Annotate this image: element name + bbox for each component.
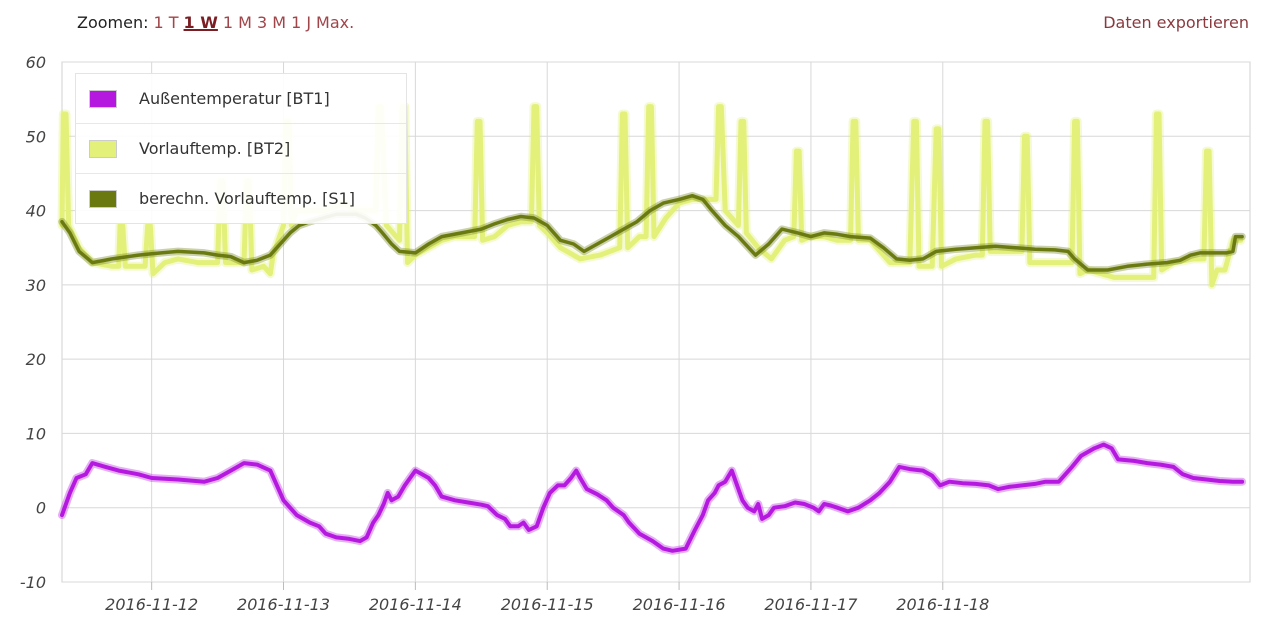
- x-tick-label: 2016-11-18: [896, 595, 989, 614]
- zoom-1-year-button[interactable]: 1 J: [291, 13, 312, 32]
- y-tick-label: 0: [36, 499, 46, 518]
- y-tick-label: 60: [26, 53, 46, 72]
- legend-swatch: [89, 89, 117, 108]
- legend-item-outdoor-temp[interactable]: Außentemperatur [BT1]: [76, 74, 406, 124]
- y-tick-label: 20: [26, 350, 46, 369]
- y-tick-label: -10: [20, 573, 46, 592]
- series-line: [60, 442, 1245, 553]
- series-line: [60, 193, 1244, 272]
- y-tick-label: 30: [26, 276, 46, 295]
- zoom-1-month-button[interactable]: 1 M: [222, 13, 252, 32]
- legend-swatch: [89, 139, 117, 158]
- x-tick-label: 2016-11-14: [369, 595, 462, 614]
- chart-legend: Außentemperatur [BT1] Vorlauftemp. [BT2]…: [75, 73, 407, 224]
- zoom-max-button[interactable]: Max.: [316, 13, 355, 32]
- series-shadow: [58, 440, 1247, 555]
- x-tick-label: 2016-11-16: [633, 595, 726, 614]
- y-tick-label: 50: [26, 127, 46, 146]
- zoom-label: Zoomen:: [77, 13, 149, 32]
- legend-label: Vorlauftemp. [BT2]: [139, 139, 291, 158]
- x-tick-label: 2016-11-17: [764, 595, 858, 614]
- y-axis: 60 50 40 30 20 10 0 -10: [20, 53, 46, 592]
- legend-item-calculated-supply-temp[interactable]: berechn. Vorlauftemp. [S1]: [76, 174, 406, 223]
- x-tick-label: 2016-11-12: [105, 595, 198, 614]
- legend-label: berechn. Vorlauftemp. [S1]: [139, 189, 355, 208]
- zoom-1-day-button[interactable]: 1 T: [153, 13, 179, 32]
- export-data-link[interactable]: Daten exportieren: [1103, 13, 1249, 32]
- y-tick-label: 10: [26, 424, 46, 443]
- zoom-1-week-button[interactable]: 1 W: [183, 13, 218, 32]
- legend-label: Außentemperatur [BT1]: [139, 89, 330, 108]
- x-tick-label: 2016-11-13: [237, 595, 330, 614]
- x-axis: 2016-11-12 2016-11-13 2016-11-14 2016-11-15…: [105, 582, 989, 614]
- zoom-3-months-button[interactable]: 3 M: [256, 13, 287, 32]
- x-tick-label: 2016-11-15: [501, 595, 594, 614]
- legend-item-supply-temp[interactable]: Vorlauftemp. [BT2]: [76, 124, 406, 174]
- y-tick-label: 40: [26, 202, 46, 221]
- legend-swatch: [89, 189, 117, 208]
